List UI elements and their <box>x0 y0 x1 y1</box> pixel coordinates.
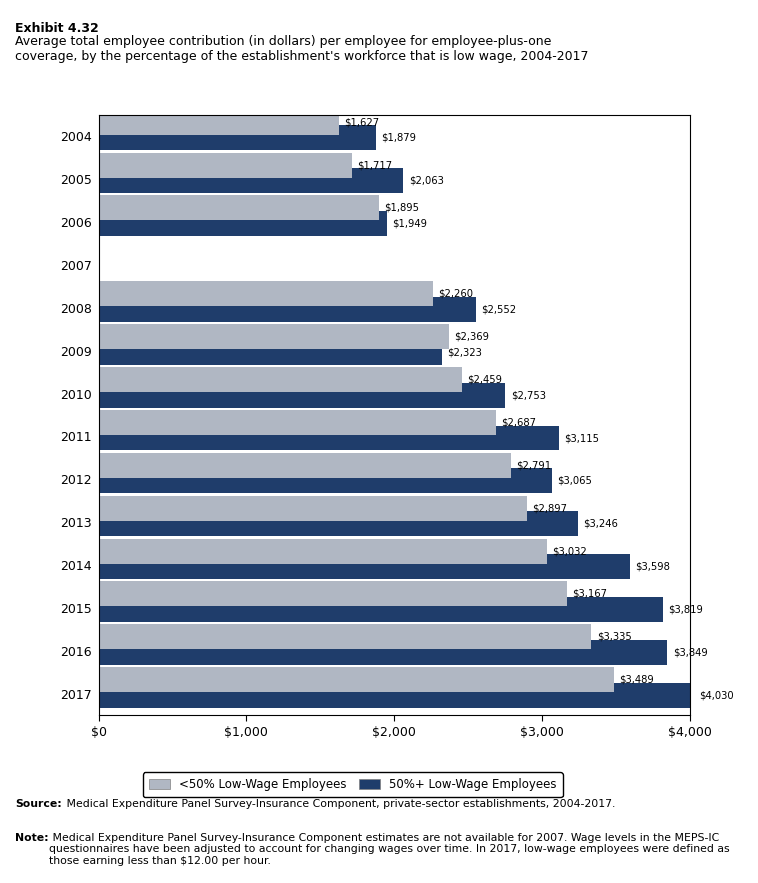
Text: $1,627: $1,627 <box>344 117 379 127</box>
Text: $3,065: $3,065 <box>556 476 592 486</box>
Legend: <50% Low-Wage Employees, 50%+ Low-Wage Employees: <50% Low-Wage Employees, 50%+ Low-Wage E… <box>143 772 562 797</box>
Bar <box>99 125 376 150</box>
Text: Medical Expenditure Panel Survey-Insurance Component estimates are not available: Medical Expenditure Panel Survey-Insuran… <box>49 833 730 866</box>
Text: $3,167: $3,167 <box>572 589 607 599</box>
Bar <box>99 282 433 306</box>
Text: $2,897: $2,897 <box>532 503 567 513</box>
Bar <box>99 324 449 349</box>
Bar <box>99 410 496 435</box>
Text: $2,791: $2,791 <box>516 460 551 471</box>
Bar <box>99 153 352 177</box>
Text: Medical Expenditure Panel Survey-Insurance Component, private-sector establishme: Medical Expenditure Panel Survey-Insuran… <box>63 799 615 809</box>
Text: $4,030: $4,030 <box>700 691 734 700</box>
Text: $3,849: $3,849 <box>672 647 707 658</box>
Text: $2,369: $2,369 <box>454 332 489 342</box>
Bar <box>99 555 631 579</box>
Text: $1,949: $1,949 <box>392 219 427 229</box>
Text: $2,687: $2,687 <box>501 418 536 427</box>
Text: Average total employee contribution (in dollars) per employee for employee-plus-: Average total employee contribution (in … <box>15 35 589 64</box>
Text: $3,819: $3,819 <box>669 605 703 615</box>
Bar <box>99 367 462 392</box>
Bar <box>99 597 663 622</box>
Text: $2,063: $2,063 <box>409 176 443 185</box>
Bar <box>99 211 387 236</box>
Bar <box>99 640 668 665</box>
Text: $2,323: $2,323 <box>447 347 482 358</box>
Bar <box>99 668 614 692</box>
Text: $2,552: $2,552 <box>481 305 516 314</box>
Text: $3,032: $3,032 <box>552 546 587 556</box>
Text: $3,335: $3,335 <box>597 632 631 642</box>
Bar <box>99 468 552 494</box>
Bar <box>99 426 559 450</box>
Bar <box>99 195 379 221</box>
Text: $1,895: $1,895 <box>384 203 419 213</box>
Text: $2,260: $2,260 <box>438 289 473 298</box>
Text: $3,489: $3,489 <box>619 675 654 684</box>
Text: Exhibit 4.32: Exhibit 4.32 <box>15 22 99 35</box>
Text: $3,598: $3,598 <box>635 562 670 571</box>
Text: $3,115: $3,115 <box>564 433 599 443</box>
Text: $2,753: $2,753 <box>511 390 546 400</box>
Bar <box>99 683 694 708</box>
Bar <box>99 168 403 193</box>
Bar <box>99 382 506 408</box>
Bar <box>99 109 339 135</box>
Text: Source:: Source: <box>15 799 62 809</box>
Bar <box>99 495 527 521</box>
Text: $1,717: $1,717 <box>358 160 393 170</box>
Text: Note:: Note: <box>15 833 49 842</box>
Bar <box>99 582 567 607</box>
Text: $2,459: $2,459 <box>467 374 503 384</box>
Bar <box>99 511 578 536</box>
Bar <box>99 539 547 563</box>
Text: $3,246: $3,246 <box>584 519 619 529</box>
Bar <box>99 453 511 478</box>
Text: $1,879: $1,879 <box>381 132 416 143</box>
Bar <box>99 340 442 365</box>
Bar <box>99 297 476 321</box>
Bar <box>99 624 591 649</box>
